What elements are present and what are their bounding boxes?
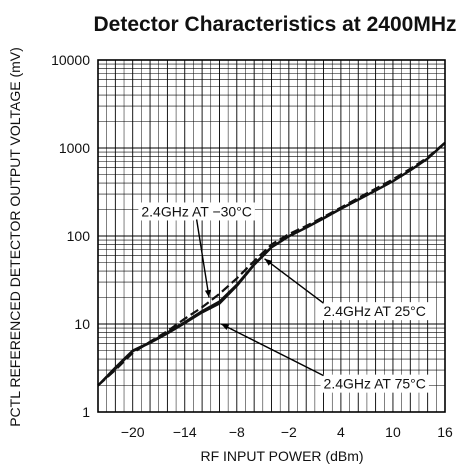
x-tick-label: −20 bbox=[121, 424, 145, 440]
x-axis-label: RF INPUT POWER (dBm) bbox=[200, 448, 363, 464]
annotation-3: 2.4GHz AT 75°C bbox=[220, 323, 429, 393]
x-tick-label: 4 bbox=[337, 424, 345, 440]
annotation-label: 2.4GHz AT 25°C bbox=[324, 303, 426, 319]
series-line-1 bbox=[97, 141, 446, 387]
x-tick-label: −2 bbox=[281, 424, 297, 440]
annotation-background bbox=[138, 202, 255, 221]
y-axis-label: PCTL REFERENCED DETECTOR OUTPUT VOLTAGE … bbox=[7, 47, 23, 427]
y-tick-label: 1 bbox=[82, 404, 90, 420]
x-tick-label: 10 bbox=[385, 424, 401, 440]
annotation-arrowhead bbox=[221, 324, 230, 330]
x-tick-label: −8 bbox=[229, 424, 245, 440]
series-layer bbox=[97, 141, 446, 387]
annotation-1: 2.4GHz AT −30°C bbox=[138, 202, 255, 298]
grid bbox=[98, 60, 445, 412]
y-tick-label: 1000 bbox=[59, 140, 90, 156]
annotation-arrowhead bbox=[204, 289, 211, 298]
annotations: 2.4GHz AT −30°C 2.4GHz AT 25°C 2.4GHz AT 7… bbox=[138, 202, 429, 393]
x-tick-label: 16 bbox=[437, 424, 453, 440]
annotation-label: 2.4GHz AT −30°C bbox=[141, 203, 252, 219]
chart-title: Detector Characteristics at 2400MHz bbox=[94, 13, 457, 36]
y-tick-labels: 1 10 100 1000 10000 bbox=[51, 52, 90, 420]
annotation-label: 2.4GHz AT 75°C bbox=[324, 376, 426, 392]
annotation-arrow bbox=[264, 258, 324, 304]
y-tick-label: 10000 bbox=[51, 52, 90, 68]
annotation-background bbox=[320, 302, 429, 321]
y-tick-label: 10 bbox=[74, 316, 90, 332]
y-tick-label: 100 bbox=[67, 228, 91, 244]
annotation-arrowhead bbox=[264, 258, 273, 266]
x-tick-labels: −20 −14 −8 −2 4 10 16 bbox=[121, 424, 453, 440]
annotation-arrow bbox=[195, 219, 210, 298]
x-tick-label: −14 bbox=[173, 424, 197, 440]
plot-frame bbox=[97, 59, 446, 413]
annotation-2: 2.4GHz AT 25°C bbox=[264, 258, 429, 321]
annotation-background bbox=[320, 374, 429, 393]
annotation-arrow bbox=[220, 323, 324, 377]
series-line-3 bbox=[97, 142, 446, 387]
